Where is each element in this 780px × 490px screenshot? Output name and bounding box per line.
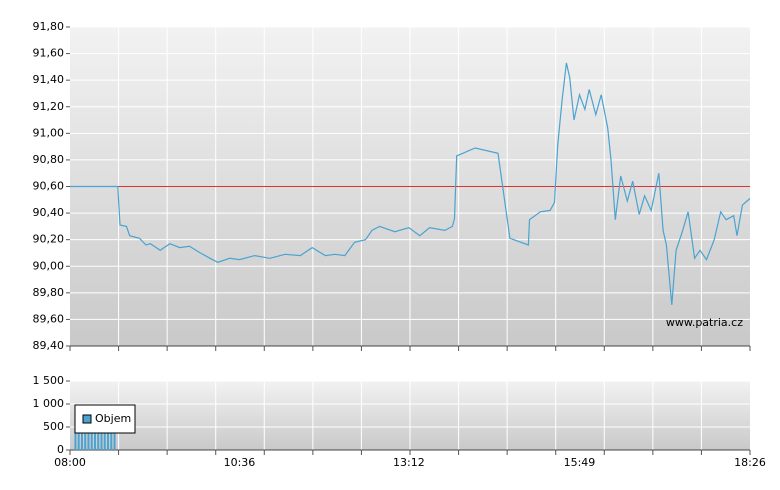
y-tick-label: 91,60 bbox=[33, 47, 65, 60]
x-tick-label: 10:36 bbox=[224, 456, 256, 469]
y-tick-label: 90,80 bbox=[33, 153, 65, 166]
y-tick-label: 91,20 bbox=[33, 100, 65, 113]
price-line bbox=[70, 62, 751, 305]
x-tick-label: 13:12 bbox=[393, 456, 425, 469]
y-tick-label: 90,60 bbox=[33, 180, 65, 193]
y-tick-label: 89,80 bbox=[33, 286, 65, 299]
y-tick-label: 89,40 bbox=[33, 339, 65, 352]
legend-swatch bbox=[82, 414, 92, 424]
y-tick-label: 500 bbox=[43, 420, 64, 433]
y-tick-label: 90,20 bbox=[33, 233, 65, 246]
y-tick-label: 1 500 bbox=[33, 374, 65, 387]
x-tick-label: 15:49 bbox=[564, 456, 596, 469]
y-tick-label: 91,00 bbox=[33, 126, 65, 139]
y-tick-label: 1 000 bbox=[33, 397, 65, 410]
watermark: www.patria.cz bbox=[666, 316, 743, 329]
legend-label: Objem bbox=[95, 412, 131, 425]
x-tick-label: 18:26 bbox=[734, 456, 766, 469]
y-tick-label: 89,60 bbox=[33, 312, 65, 325]
y-tick-label: 90,40 bbox=[33, 206, 65, 219]
y-tick-label: 91,40 bbox=[33, 73, 65, 86]
x-tick-label: 08:00 bbox=[54, 456, 86, 469]
y-tick-label: 90,00 bbox=[33, 259, 65, 272]
y-tick-label: 91,80 bbox=[33, 20, 65, 33]
y-tick-label: 0 bbox=[57, 443, 64, 456]
